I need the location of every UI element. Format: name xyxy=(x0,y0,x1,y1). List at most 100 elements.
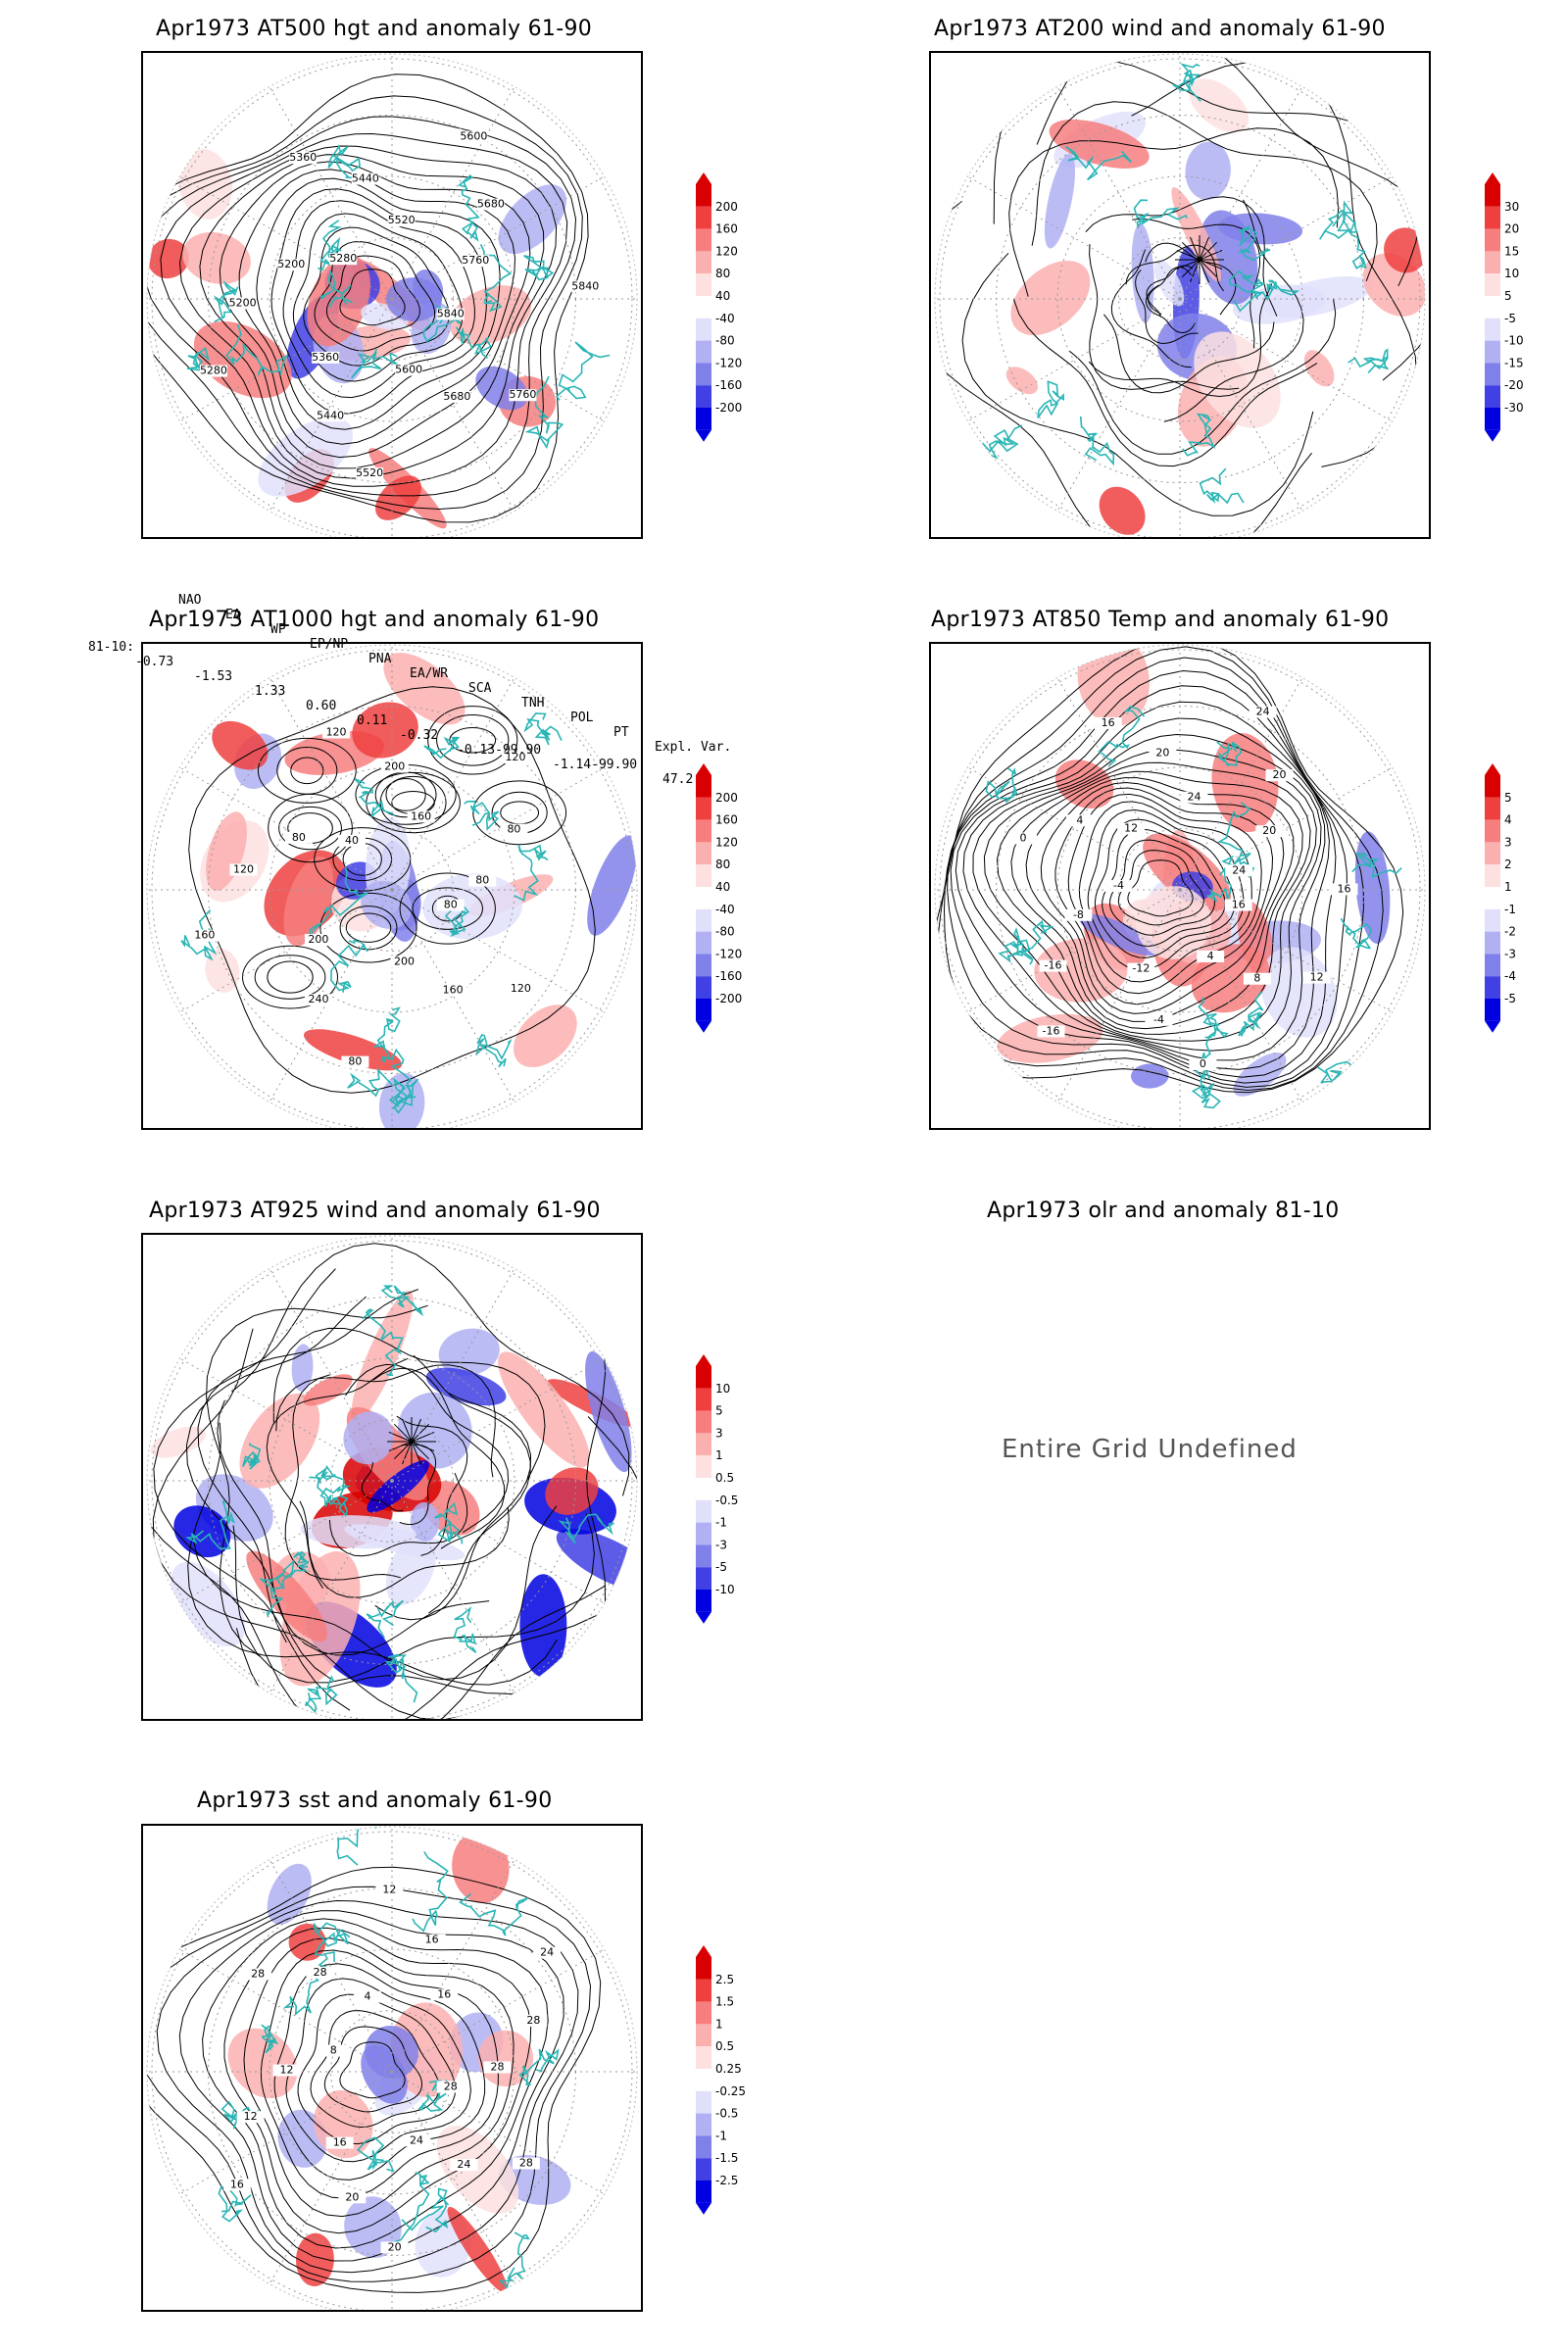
colorbar-tick-label: -15 xyxy=(1504,356,1524,369)
contour-line xyxy=(1040,781,1285,1014)
contour-label: -4 xyxy=(1153,1013,1164,1026)
anomaly-shading xyxy=(498,1351,590,1468)
contour-label-bg xyxy=(1127,962,1155,975)
index-value-eawr: -0.32 xyxy=(400,728,439,743)
colorbar-segment xyxy=(696,273,711,296)
contour-line xyxy=(1094,818,1236,958)
coastline xyxy=(366,1599,405,1639)
map-at1000-height: 80 120 160 200 80 240 200 160 120 80 40 120 200 160 12… xyxy=(141,642,643,1130)
colorbar-segment xyxy=(696,842,711,865)
panel-title-sst: Apr1973 sst and anomaly 61-90 xyxy=(197,1788,553,1813)
contour-label: 24 xyxy=(457,2158,470,2171)
index-value-nao: -0.73 xyxy=(135,655,174,669)
colorbar-segment xyxy=(696,1366,711,1389)
contour-label: 12 xyxy=(1124,822,1138,835)
contour-label-bg xyxy=(1180,791,1208,804)
colorbar-segment xyxy=(1485,864,1500,887)
index-header-pna: PNA xyxy=(368,652,392,666)
streamline xyxy=(299,1500,510,1598)
colorbar-tick-label: -200 xyxy=(715,992,742,1005)
streamline xyxy=(345,1363,510,1534)
contour-label: 24 xyxy=(410,2133,423,2146)
colorbar-segment xyxy=(1485,228,1500,252)
anomaly-shading xyxy=(212,720,269,770)
contour-label-bg xyxy=(380,2241,409,2254)
colorbar-tick-label: -30 xyxy=(1504,401,1524,415)
latitude-circle xyxy=(330,828,454,952)
colorbar-tick-label: 15 xyxy=(1504,244,1519,258)
anomaly-shading xyxy=(367,1460,429,1513)
contour-label: 16 xyxy=(230,2178,244,2190)
colorbar-segment xyxy=(1485,887,1500,909)
colorbar-at850: 5 4 3 2 1 -1 -2 -3 -4 -5 xyxy=(1485,763,1516,1033)
contour-label: 16 xyxy=(333,2136,347,2149)
coastline xyxy=(464,800,500,831)
contour-label: -16 xyxy=(1043,1024,1060,1037)
colorbar-tick-label: -5 xyxy=(1504,312,1516,325)
colorbar-tick-label: -0.25 xyxy=(715,2084,746,2098)
anomaly-shading xyxy=(182,231,251,284)
streamline xyxy=(231,1243,630,1496)
coastline xyxy=(523,255,555,281)
contour-label: 5520 xyxy=(356,466,383,479)
contour-line xyxy=(310,2010,440,2129)
streamline xyxy=(411,1441,430,1460)
panel-title-at200: Apr1973 AT200 wind and anomaly 61-90 xyxy=(934,17,1386,41)
streamline xyxy=(411,1441,435,1452)
panel-title-at500: Apr1973 AT500 hgt and anomaly 61-90 xyxy=(156,17,593,41)
contour-label-bg xyxy=(402,2134,430,2147)
contour-label: 12 xyxy=(382,1884,396,1896)
coastline xyxy=(336,1827,386,1866)
colorbar-segment xyxy=(696,340,711,364)
contour-line xyxy=(147,1866,602,2293)
contour-line xyxy=(950,685,1337,1078)
contour-label: 5360 xyxy=(289,151,317,164)
colorbar-top-arrow xyxy=(1485,763,1500,775)
colorbar-segment xyxy=(696,2090,711,2114)
colorbar-segment xyxy=(696,318,711,341)
coastline xyxy=(1198,998,1229,1039)
colorbar-tick-label: 2.5 xyxy=(715,1973,734,1986)
colorbar-segment xyxy=(696,976,711,999)
contour-label-bg xyxy=(476,198,505,211)
colorbar-tick-label: -0.5 xyxy=(715,1494,738,1507)
coastline xyxy=(1182,413,1216,457)
contour-label-bg xyxy=(450,2159,478,2172)
colorbar-top-arrow xyxy=(696,763,711,775)
contour-label-bg xyxy=(341,1055,369,1068)
contour-label: 20 xyxy=(345,2190,359,2203)
contour-label-bg xyxy=(1197,950,1225,962)
colorbar-bottom-arrow xyxy=(696,429,711,442)
anomaly-shading xyxy=(171,1561,246,1647)
coastline xyxy=(981,424,1023,460)
colorbar-segment xyxy=(1485,775,1500,798)
contour-label: 20 xyxy=(1273,768,1287,781)
colorbar-segment xyxy=(696,251,711,274)
coastline xyxy=(401,2187,450,2233)
contour-line xyxy=(436,713,510,766)
colorbar-tick-label: -80 xyxy=(715,925,735,939)
contour-label-bg xyxy=(190,929,219,942)
anomaly-shading xyxy=(513,1004,577,1068)
colorbar-tick-label: 40 xyxy=(715,289,730,303)
streamline xyxy=(272,1327,546,1484)
colorbar-segment xyxy=(696,908,711,932)
contour-label-bg xyxy=(533,1946,562,1959)
anomaly-shading xyxy=(422,873,523,940)
contour-line xyxy=(147,95,583,511)
anomaly-shading xyxy=(1154,260,1185,307)
index-header-wp: WP xyxy=(270,622,286,637)
contour-line xyxy=(996,761,1311,1035)
colorbar-top-arrow xyxy=(696,172,711,184)
map-boundary xyxy=(934,53,1426,537)
streamline xyxy=(1181,241,1200,261)
contour-label: 28 xyxy=(519,2157,533,2170)
colorbar-tick-label: 5 xyxy=(1504,289,1512,303)
coastline xyxy=(1238,224,1271,262)
contour-label: 40 xyxy=(345,834,359,847)
colorbar-segment xyxy=(696,408,711,430)
colorbar-tick-label: 200 xyxy=(715,791,738,805)
colorbar-tick-label: 0.5 xyxy=(715,2039,734,2053)
coastline xyxy=(985,766,1018,804)
contour-label-bg xyxy=(468,874,497,887)
